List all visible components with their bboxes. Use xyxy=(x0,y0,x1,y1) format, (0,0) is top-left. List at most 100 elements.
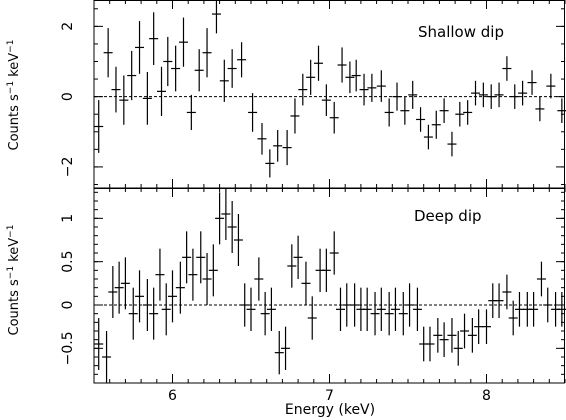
data-point xyxy=(135,21,145,74)
data-point xyxy=(398,292,408,336)
x-tick-label: 7 xyxy=(325,388,334,404)
data-point xyxy=(474,309,484,344)
data-point xyxy=(273,130,283,162)
x-tick-label: 8 xyxy=(482,388,491,404)
data-point xyxy=(329,101,339,134)
plot-frame xyxy=(93,188,565,384)
data-point xyxy=(431,110,441,139)
data-point xyxy=(408,80,418,109)
data-point xyxy=(342,283,352,327)
data-point xyxy=(321,84,331,116)
bottom-y-axis-label: Counts s−1 keV−1 xyxy=(6,225,22,336)
data-point xyxy=(219,59,229,102)
y-tick-label: 0.5 xyxy=(60,251,76,273)
data-point xyxy=(314,45,324,81)
data-point xyxy=(103,28,113,78)
data-point xyxy=(266,287,276,331)
data-point xyxy=(471,80,481,106)
data-point xyxy=(94,318,104,370)
data-point xyxy=(108,266,118,318)
y-tick-label: −0.5 xyxy=(60,331,76,365)
data-point xyxy=(111,66,121,113)
x-tick-label: 6 xyxy=(168,388,177,404)
data-point xyxy=(351,59,361,92)
data-point xyxy=(157,66,167,116)
data-point xyxy=(208,244,218,297)
y-axis-label-exponent-1: −1 xyxy=(6,266,16,279)
y-axis-label-exponent-2: −1 xyxy=(6,40,16,53)
data-point xyxy=(221,188,231,240)
data-point xyxy=(287,244,297,288)
data-point xyxy=(202,253,212,305)
data-point xyxy=(248,93,258,132)
data-point xyxy=(260,292,270,336)
data-point xyxy=(546,73,556,99)
data-point xyxy=(94,100,104,153)
data-point xyxy=(412,287,422,331)
data-point xyxy=(196,231,206,284)
data-point xyxy=(237,42,247,78)
data-point xyxy=(439,98,449,123)
data-point xyxy=(514,292,524,327)
data-point xyxy=(453,331,463,366)
data-point xyxy=(114,261,124,314)
data-point xyxy=(135,270,145,323)
data-point xyxy=(254,257,264,301)
data-point xyxy=(246,287,256,331)
data-point xyxy=(128,287,138,340)
data-point xyxy=(384,98,394,127)
data-point xyxy=(274,331,284,375)
y-tick-label: 1 xyxy=(60,214,76,223)
shallow-dip-panel: −2 0 2 Shallow dip xyxy=(60,0,566,189)
data-point xyxy=(508,300,518,336)
y-axis-label-unit: keV xyxy=(7,238,22,266)
data-point xyxy=(240,283,250,327)
data-point xyxy=(527,70,537,95)
data-point xyxy=(265,149,275,178)
data-point xyxy=(227,49,237,88)
data-point xyxy=(168,270,177,323)
data-point xyxy=(161,283,171,336)
data-point xyxy=(494,283,504,318)
data-point xyxy=(233,214,243,266)
data-point xyxy=(120,257,130,310)
data-point xyxy=(494,82,504,108)
data-point xyxy=(362,287,372,331)
data-point xyxy=(486,84,496,109)
data-point xyxy=(211,0,221,34)
data-point xyxy=(290,98,300,134)
data-point xyxy=(293,235,303,279)
y-axis-label-exponent-1: −1 xyxy=(6,81,16,94)
data-point xyxy=(557,98,566,123)
data-point xyxy=(463,100,473,125)
data-point xyxy=(467,318,477,353)
data-point xyxy=(518,80,528,106)
data-point xyxy=(175,261,185,314)
data-point xyxy=(370,292,380,336)
data-point xyxy=(155,248,165,301)
x-axis-label: Energy (keV) xyxy=(285,402,375,418)
data-point xyxy=(510,84,520,109)
data-point xyxy=(390,287,400,331)
data-point xyxy=(188,248,198,301)
data-point xyxy=(423,124,433,150)
data-point xyxy=(178,17,188,67)
data-point xyxy=(400,96,410,125)
data-point xyxy=(502,274,512,310)
y-tick-label: 0 xyxy=(60,92,76,101)
data-point xyxy=(202,28,212,78)
data-point xyxy=(376,70,386,102)
data-point xyxy=(345,61,355,94)
data-point xyxy=(557,292,566,327)
data-point xyxy=(376,287,386,331)
y-tick-label: −2 xyxy=(60,157,76,178)
data-point xyxy=(119,75,129,125)
y-axis-label-main: Counts s xyxy=(7,279,22,336)
panel-title: Shallow dip xyxy=(418,23,504,41)
data-point xyxy=(447,318,457,353)
data-point xyxy=(447,131,457,157)
data-point xyxy=(392,82,402,111)
data-point xyxy=(329,231,339,275)
y-tick-label: 0 xyxy=(60,301,76,310)
